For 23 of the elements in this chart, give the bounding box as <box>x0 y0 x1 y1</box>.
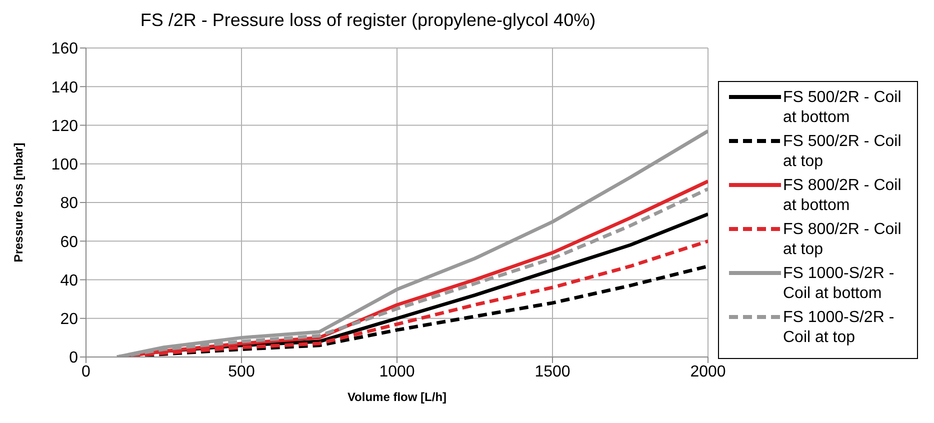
x-tick-label: 1500 <box>534 363 570 380</box>
x-tick-label: 1000 <box>379 363 415 380</box>
legend-label: FS 1000-S/2R - Coil at top <box>783 308 896 348</box>
y-tick-label: 40 <box>60 272 78 290</box>
y-tick-label: 20 <box>60 311 78 328</box>
legend-label: FS 500/2R - Coil at bottom <box>783 88 902 128</box>
y-tick-label: 140 <box>51 79 78 96</box>
legend-label: FS 800/2R - Coil at bottom <box>783 176 902 216</box>
y-tick-label: 120 <box>51 118 78 135</box>
y-tick-label: 0 <box>69 350 78 367</box>
x-tick-label: 2000 <box>690 363 726 380</box>
legend-label: FS 800/2R - Coil at top <box>783 220 902 260</box>
x-axis-title: Volume flow [L/h] <box>347 390 447 404</box>
y-tick-label: 80 <box>60 195 78 212</box>
y-tick-label: 100 <box>51 156 78 174</box>
legend-label: FS 1000-S/2R - Coil at bottom <box>783 264 896 304</box>
chart-title: FS /2R - Pressure loss of register (propylene-glycol 40%) <box>139 9 597 32</box>
y-tick-label: 60 <box>60 234 78 251</box>
x-tick-label: 0 <box>82 363 91 380</box>
x-tick-label: 500 <box>228 363 255 380</box>
y-tick-label: 160 <box>51 40 78 58</box>
y-axis-title: Pressure loss [mbar] <box>11 142 26 262</box>
legend-label: FS 500/2R - Coil at top <box>783 132 902 172</box>
